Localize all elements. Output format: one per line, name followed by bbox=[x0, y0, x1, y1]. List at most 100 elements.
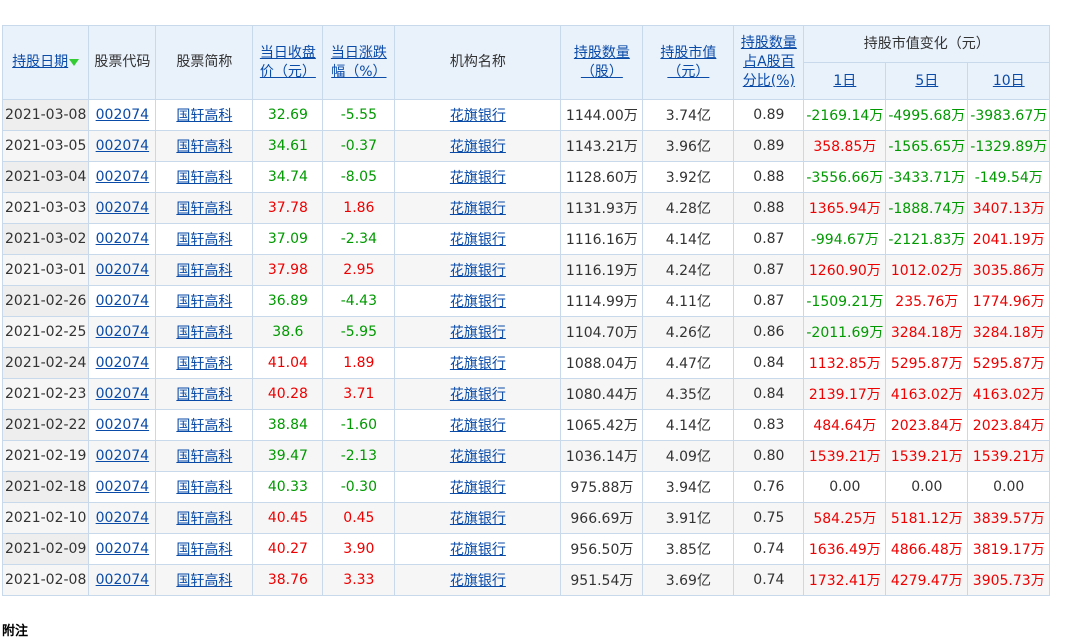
link[interactable]: 花旗银行 bbox=[449, 511, 506, 527]
cell: 38.84 bbox=[252, 409, 324, 441]
cell: 0.74 bbox=[733, 533, 805, 565]
cell: -3433.71万 bbox=[885, 161, 969, 193]
link[interactable]: 花旗银行 bbox=[449, 573, 506, 589]
link[interactable]: 花旗银行 bbox=[449, 542, 506, 558]
cell: 39.47 bbox=[252, 440, 324, 472]
link[interactable]: 花旗银行 bbox=[449, 294, 506, 310]
link[interactable]: 002074 bbox=[95, 169, 150, 185]
link[interactable]: 002074 bbox=[95, 138, 150, 154]
link[interactable]: 花旗银行 bbox=[449, 139, 506, 155]
link[interactable]: 国轩高科 bbox=[176, 263, 233, 279]
cell: -2169.14万 bbox=[803, 99, 887, 131]
value: 1036.14万 bbox=[565, 449, 638, 465]
link[interactable]: 花旗银行 bbox=[449, 232, 506, 248]
value: -2011.69万 bbox=[806, 325, 884, 341]
link[interactable]: 国轩高科 bbox=[176, 573, 233, 589]
sort-link[interactable]: 当日涨跌幅（%） bbox=[330, 44, 387, 80]
link[interactable]: 002074 bbox=[95, 200, 150, 216]
link[interactable]: 国轩高科 bbox=[176, 511, 233, 527]
link[interactable]: 国轩高科 bbox=[176, 108, 233, 124]
value: 1132.85万 bbox=[808, 356, 881, 372]
value: 4.14亿 bbox=[665, 418, 711, 434]
link[interactable]: 国轩高科 bbox=[176, 418, 233, 434]
link[interactable]: 花旗银行 bbox=[449, 263, 506, 279]
data-row: 2021-02-18 002074 国轩高科 40.33 -0.30 花旗银行 975.88… bbox=[1, 471, 1051, 503]
cell: 0.87 bbox=[733, 223, 805, 255]
link[interactable]: 002074 bbox=[95, 448, 150, 464]
data-row: 2021-03-08 002074 国轩高科 32.69 -5.55 花旗银行 1144.0… bbox=[1, 99, 1051, 131]
link[interactable]: 002074 bbox=[95, 293, 150, 309]
link[interactable]: 国轩高科 bbox=[176, 232, 233, 248]
value: 2021-03-03 bbox=[5, 200, 87, 216]
cell: 002074 bbox=[88, 99, 157, 131]
value: 2041.19万 bbox=[972, 232, 1045, 248]
cell: 2023.84万 bbox=[967, 409, 1051, 441]
cell: 花旗银行 bbox=[394, 316, 562, 348]
link[interactable]: 002074 bbox=[95, 510, 150, 526]
cell: 002074 bbox=[88, 192, 157, 224]
cell: 5295.87万 bbox=[885, 347, 969, 379]
cell: 国轩高科 bbox=[155, 564, 254, 596]
link[interactable]: 国轩高科 bbox=[176, 201, 233, 217]
sort-link[interactable]: 5日 bbox=[915, 72, 939, 89]
value: 1636.49万 bbox=[808, 542, 881, 558]
link[interactable]: 国轩高科 bbox=[176, 387, 233, 403]
cell: 国轩高科 bbox=[155, 378, 254, 410]
link[interactable]: 花旗银行 bbox=[449, 449, 506, 465]
link[interactable]: 国轩高科 bbox=[176, 325, 233, 341]
link[interactable]: 花旗银行 bbox=[449, 325, 506, 341]
link[interactable]: 国轩高科 bbox=[176, 139, 233, 155]
link[interactable]: 002074 bbox=[95, 386, 150, 402]
subheader-row: 1日 5日 10日 bbox=[3, 62, 1051, 100]
sort-link[interactable]: 持股市值（元） bbox=[660, 44, 717, 80]
link[interactable]: 花旗银行 bbox=[449, 170, 506, 186]
link[interactable]: 花旗银行 bbox=[449, 201, 506, 217]
cell: 3.92亿 bbox=[642, 161, 735, 193]
cell: 2021-02-10 bbox=[1, 502, 90, 534]
cell: 0.88 bbox=[733, 161, 805, 193]
sort-link[interactable]: 持股数量占A股百分比(%) bbox=[740, 35, 797, 89]
cell: 1116.19万 bbox=[560, 254, 644, 286]
link[interactable]: 花旗银行 bbox=[449, 387, 506, 403]
value: 3.94亿 bbox=[665, 480, 711, 496]
link[interactable]: 002074 bbox=[95, 355, 150, 371]
cell: -994.67万 bbox=[803, 223, 887, 255]
link[interactable]: 国轩高科 bbox=[176, 449, 233, 465]
link[interactable]: 花旗银行 bbox=[449, 108, 506, 124]
value: 39.47 bbox=[267, 448, 308, 464]
value: 2021-03-04 bbox=[5, 169, 87, 185]
link[interactable]: 花旗银行 bbox=[449, 480, 506, 496]
link[interactable]: 002074 bbox=[95, 262, 150, 278]
sort-link[interactable]: 1日 bbox=[833, 72, 857, 89]
link[interactable]: 002074 bbox=[95, 417, 150, 433]
cell: 4.28亿 bbox=[642, 192, 735, 224]
cell: 0.00 bbox=[967, 471, 1051, 503]
link[interactable]: 002074 bbox=[95, 479, 150, 495]
cell: 花旗银行 bbox=[394, 99, 562, 131]
link[interactable]: 国轩高科 bbox=[176, 170, 233, 186]
sort-link[interactable]: 10日 bbox=[992, 72, 1025, 89]
value: 32.69 bbox=[267, 107, 308, 123]
link[interactable]: 002074 bbox=[95, 572, 150, 588]
sort-link[interactable]: 当日收盘价（元） bbox=[259, 44, 316, 80]
value: 484.64万 bbox=[813, 418, 877, 434]
cell: 1539.21万 bbox=[803, 440, 887, 472]
value: 4.11亿 bbox=[665, 294, 711, 310]
sort-link[interactable]: 持股数量（股） bbox=[573, 44, 630, 80]
link[interactable]: 002074 bbox=[95, 541, 150, 557]
link[interactable]: 国轩高科 bbox=[176, 542, 233, 558]
sort-link[interactable]: 持股日期 bbox=[12, 54, 69, 70]
value: 0.88 bbox=[753, 200, 785, 216]
value: 2021-02-18 bbox=[5, 479, 87, 495]
link[interactable]: 002074 bbox=[95, 324, 150, 340]
link[interactable]: 002074 bbox=[95, 107, 150, 123]
link[interactable]: 国轩高科 bbox=[176, 356, 233, 372]
link[interactable]: 花旗银行 bbox=[449, 418, 506, 434]
cell: 1012.02万 bbox=[885, 254, 969, 286]
cell: 0.00 bbox=[885, 471, 969, 503]
link[interactable]: 国轩高科 bbox=[176, 480, 233, 496]
link[interactable]: 国轩高科 bbox=[176, 294, 233, 310]
link[interactable]: 002074 bbox=[95, 231, 150, 247]
link[interactable]: 花旗银行 bbox=[449, 356, 506, 372]
cell: -5.55 bbox=[322, 99, 396, 131]
